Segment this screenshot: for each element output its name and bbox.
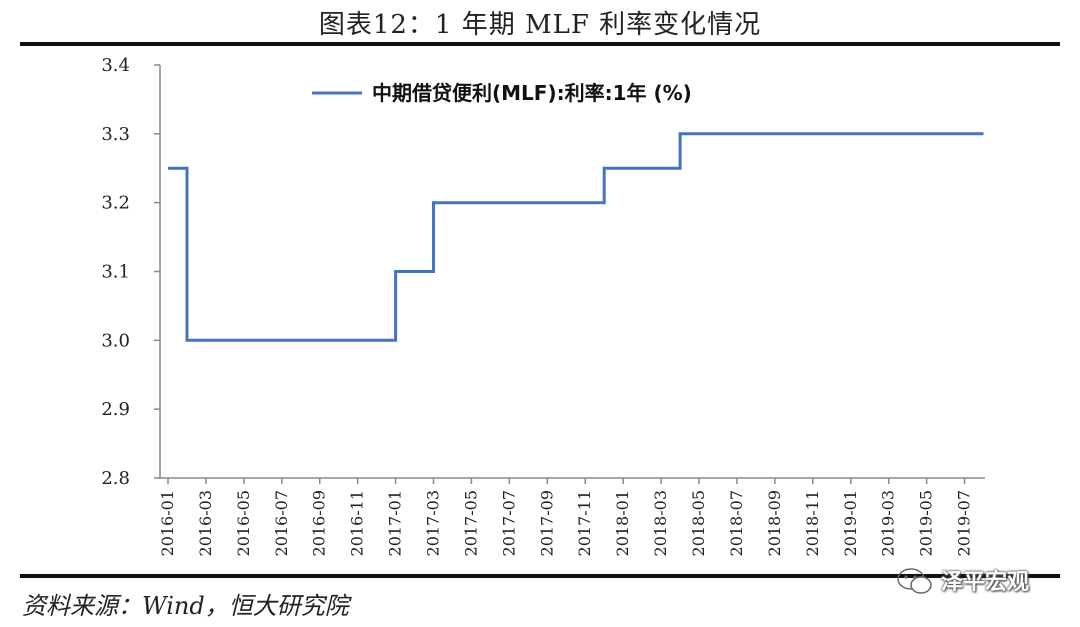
chart-axes bbox=[154, 64, 985, 484]
x-tick-label: 2016-03 bbox=[196, 490, 215, 556]
x-tick-label: 2018-01 bbox=[613, 490, 632, 556]
x-tick-label: 2019-05 bbox=[917, 490, 936, 556]
y-tick-label: 3.4 bbox=[101, 55, 130, 76]
x-tick-label: 2016-07 bbox=[272, 490, 291, 556]
x-tick-label: 2016-01 bbox=[158, 490, 177, 556]
x-tick-label: 2019-07 bbox=[955, 490, 974, 556]
x-tick-label: 2018-03 bbox=[651, 490, 670, 556]
x-tick-label: 2017-05 bbox=[461, 490, 480, 556]
legend-label: 中期借贷便利(MLF):利率:1年 (%) bbox=[372, 81, 692, 105]
source-note: 资料来源：Wind，恒大研究院 bbox=[22, 592, 349, 620]
watermark: 泽平宏观 bbox=[895, 560, 1055, 600]
x-tick-label: 2019-01 bbox=[841, 490, 860, 556]
x-tick-label: 2017-07 bbox=[499, 490, 518, 556]
x-tick-label: 2017-03 bbox=[424, 490, 443, 556]
y-tick-labels: 3.4 3.3 3.2 3.1 3.0 2.9 2.8 bbox=[101, 55, 130, 489]
y-tick-label: 3.1 bbox=[101, 262, 130, 283]
watermark-text: 泽平宏观 bbox=[941, 570, 1030, 595]
x-tick-label: 2018-09 bbox=[765, 490, 784, 556]
y-tick-label: 3.3 bbox=[101, 124, 130, 145]
series-line-mlf-1y bbox=[168, 132, 984, 342]
top-rule bbox=[20, 42, 1060, 46]
x-tick-label: 2018-11 bbox=[803, 490, 822, 556]
x-tick-label: 2019-03 bbox=[879, 490, 898, 556]
x-tick-label: 2016-09 bbox=[310, 490, 329, 556]
x-tick-label: 2016-05 bbox=[234, 490, 253, 556]
legend: 中期借贷便利(MLF):利率:1年 (%) bbox=[312, 81, 692, 105]
x-tick-label: 2018-07 bbox=[727, 490, 746, 556]
x-tick-label: 2017-01 bbox=[386, 490, 405, 556]
figure-title: 图表12：1 年期 MLF 利率变化情况 bbox=[318, 10, 762, 40]
x-tick-label: 2018-05 bbox=[689, 490, 708, 556]
x-tick-label: 2017-11 bbox=[575, 490, 594, 556]
x-tick-label: 2016-11 bbox=[348, 490, 367, 556]
y-tick-label: 3.2 bbox=[101, 193, 130, 214]
wechat-icon bbox=[897, 568, 932, 594]
bottom-rule bbox=[20, 574, 1060, 578]
y-tick-label: 2.8 bbox=[101, 468, 130, 489]
x-tick-labels: 2016-01 2016-03 2016-05 2016-07 2016-09 2016-… bbox=[158, 490, 974, 556]
y-tick-label: 3.0 bbox=[101, 330, 130, 351]
x-tick-label: 2017-09 bbox=[537, 490, 556, 556]
y-tick-label: 2.9 bbox=[101, 399, 130, 420]
